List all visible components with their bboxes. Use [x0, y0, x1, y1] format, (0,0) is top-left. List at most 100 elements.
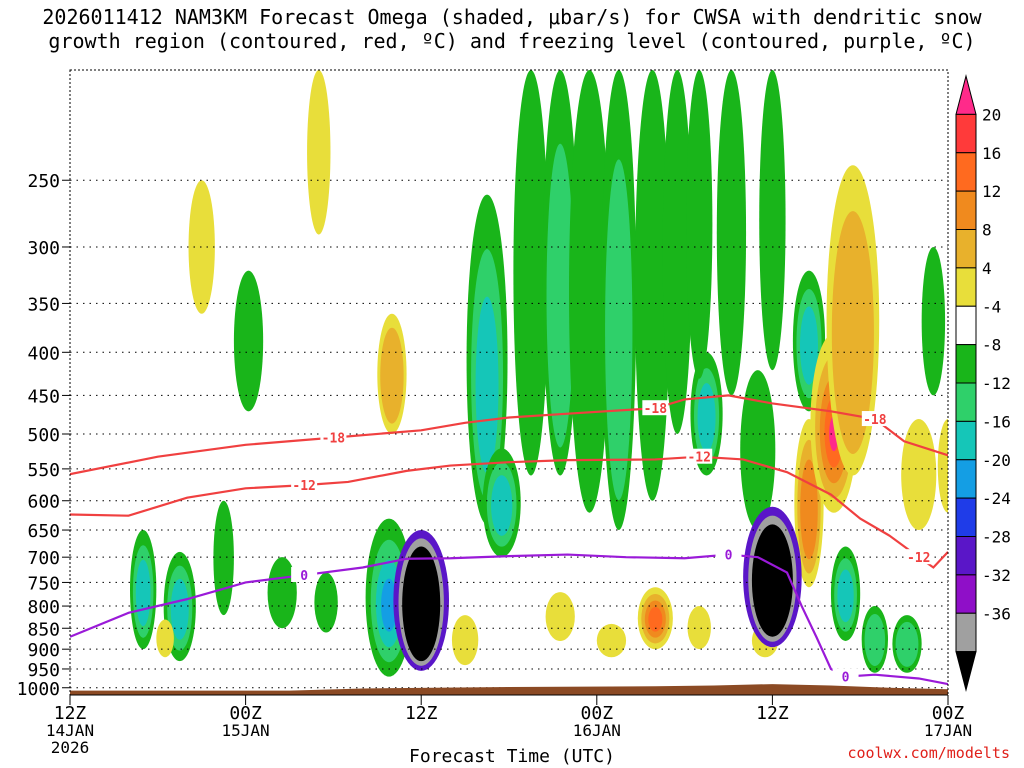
y-tick-label: 600	[27, 492, 60, 513]
contour-label: -18	[863, 413, 887, 428]
colorbar-swatch	[955, 382, 977, 422]
colorbar-label: -16	[982, 412, 1011, 431]
contour-label-bg	[686, 448, 713, 464]
omega-negative-cell	[381, 578, 397, 632]
y-tick-label: 400	[27, 343, 60, 364]
contour-label-bg	[291, 477, 318, 493]
chart-title-line-1: 2026011412 NAM3KM Forecast Omega (shaded…	[42, 5, 982, 29]
omega-positive-cell	[545, 592, 575, 641]
x-tick-label: 00Z	[932, 703, 965, 724]
x-tick-label: 14JAN	[46, 721, 94, 740]
colorbar-swatch	[955, 267, 977, 307]
omega-positive-cell	[188, 180, 215, 314]
omega-positive-cell	[451, 615, 479, 666]
y-axis: 2503003504004505005506006507007508008509…	[17, 171, 70, 700]
colorbar-swatch	[955, 152, 977, 192]
omega-positive-cell	[831, 211, 874, 454]
omega-positive-cell	[687, 606, 711, 650]
omega-negative-cell	[267, 557, 297, 629]
omega-negative-cell	[864, 614, 886, 667]
omega-negative-cell	[170, 578, 189, 640]
omega-positive-cell	[156, 619, 174, 658]
colorbar-label: -28	[982, 528, 1011, 547]
strong-ascent-core	[402, 546, 441, 662]
omega-negative-cell	[716, 70, 747, 396]
x-tick-label: 17JAN	[924, 721, 972, 740]
omega-positive-cell	[596, 623, 627, 658]
x-tick-label: 00Z	[229, 703, 262, 724]
contour-label-bg	[715, 546, 742, 562]
y-tick-label: 950	[27, 660, 60, 681]
colorbar-swatch	[955, 305, 977, 346]
chart-title-line-2: growth region (contoured, red, ºC) and f…	[48, 29, 976, 53]
omega-positive-cell	[648, 606, 663, 632]
contour-label-bg	[291, 567, 318, 583]
x-tick-label: 15JAN	[222, 721, 270, 740]
colorbar-label: 8	[982, 221, 992, 240]
y-tick-label: 450	[27, 386, 60, 407]
contour-label: 0	[300, 569, 308, 584]
contour-label-bg	[832, 668, 859, 684]
x-axis-title: Forecast Time (UTC)	[409, 746, 615, 767]
omega-negative-cell	[759, 70, 786, 371]
y-tick-label: 300	[27, 238, 60, 259]
omega-negative-cell	[233, 270, 264, 412]
y-tick-label: 650	[27, 521, 60, 542]
contour-label: 0	[725, 549, 733, 564]
omega-negative-cell	[568, 70, 610, 513]
omega-negative-cell	[513, 70, 549, 476]
y-tick-label: 900	[27, 640, 60, 661]
colorbar-swatch	[955, 459, 977, 499]
y-tick-label: 500	[27, 425, 60, 446]
x-tick-label: 00Z	[581, 703, 614, 724]
contour-label: 0	[842, 671, 850, 686]
contours: -18 -18 -18 -12 -12 -12 0 0 0	[70, 394, 948, 686]
x-tick-label: 16JAN	[573, 721, 621, 740]
terrain-fill	[70, 684, 948, 695]
omega-negative-cell	[921, 246, 946, 396]
omega-shading	[129, 70, 948, 677]
contour-label-bg	[320, 429, 347, 445]
colorbar-label: 12	[982, 182, 1001, 201]
x-tick-label: 2026	[51, 738, 90, 757]
colorbar-label: -36	[982, 604, 1011, 623]
y-tick-label: 750	[27, 573, 60, 594]
y-tick-label: 350	[27, 294, 60, 315]
colorbar-label: 16	[982, 144, 1001, 163]
omega-positive-cell	[307, 70, 331, 235]
colorbar-label: 20	[982, 105, 1001, 124]
omega-positive-cell	[937, 419, 948, 513]
omega-colorbar: 20 16 12 8 4 -4 -8 -12 -16 -20 -24 -28 -32 -36	[955, 74, 1011, 692]
contour-label: -18	[644, 402, 668, 417]
contour-line	[70, 455, 948, 569]
colorbar-swatch	[955, 420, 977, 461]
omega-positive-cell	[901, 419, 937, 531]
y-tick-label: 1000	[17, 679, 60, 700]
omega-negative-cell	[546, 143, 574, 448]
contour-label: -12	[907, 551, 930, 566]
y-tick-label: 850	[27, 619, 60, 640]
omega-negative-cell	[605, 159, 633, 501]
y-tick-label: 700	[27, 548, 60, 569]
omega-negative-cell	[895, 621, 919, 667]
colorbar-swatch	[955, 497, 977, 537]
colorbar-swatch	[955, 229, 977, 269]
colorbar-swatch	[955, 536, 977, 576]
colorbar-label: 4	[982, 259, 992, 278]
colorbar-top-triangle	[955, 74, 977, 115]
y-tick-label: 250	[27, 171, 60, 192]
y-tick-label: 800	[27, 597, 60, 618]
site-credit: coolwx.com/modelts	[847, 744, 1010, 762]
omega-negative-cell	[491, 475, 513, 536]
contour-label: -18	[322, 432, 346, 447]
colorbar-swatch	[955, 190, 977, 230]
strong-ascent-core	[751, 524, 793, 637]
colorbar-swatch	[955, 574, 977, 614]
colorbar-bottom-triangle	[955, 651, 977, 692]
contour-label: -12	[292, 479, 315, 494]
contour-label-bg	[861, 411, 888, 427]
omega-negative-cell	[634, 70, 670, 501]
contour-label-bg	[642, 400, 669, 416]
colorbar-label: -4	[982, 297, 1001, 316]
